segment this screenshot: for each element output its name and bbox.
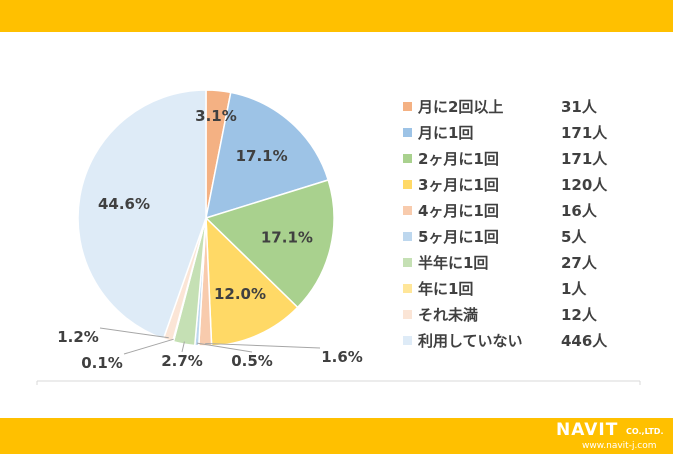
navit-logo: NAVIT CO.,LTD. www.navit-j.com <box>556 419 670 454</box>
legend-count: 27人 <box>561 253 597 272</box>
legend-swatch <box>403 101 412 111</box>
logo-text: NAVIT <box>556 420 619 440</box>
slice-label: 2.7% <box>161 352 203 370</box>
legend-swatch <box>403 153 412 163</box>
legend-item: 半年に1回 27人 <box>403 249 607 275</box>
legend-swatch <box>403 335 412 345</box>
legend-count: 120人 <box>561 175 608 194</box>
logo-suffix: CO.,LTD. <box>626 427 664 436</box>
bottom-banner <box>0 418 673 454</box>
pie-slice <box>205 216 299 347</box>
top-banner <box>0 0 673 32</box>
legend-label: 2ヶ月に1回 <box>418 149 499 168</box>
leader-line <box>181 341 185 353</box>
legend-count: 5人 <box>561 227 587 246</box>
legend-label: 年に1回 <box>418 279 474 298</box>
logo-url: www.navit-j.com <box>582 441 657 451</box>
legend-label: それ未満 <box>418 305 479 324</box>
legend-label: 半年に1回 <box>418 253 489 272</box>
legend-count: 12人 <box>561 305 597 324</box>
slice-label: 12.0% <box>214 285 266 303</box>
legend-count: 31人 <box>561 97 597 116</box>
legend-label: 月に1回 <box>418 123 474 142</box>
legend-label: 月に2回以上 <box>418 97 504 116</box>
legend-label: 3ヶ月に1回 <box>418 175 499 194</box>
pie-slice <box>204 179 335 309</box>
legend-swatch <box>403 309 412 319</box>
legend-swatch <box>403 127 412 137</box>
legend-item: 月に1回 171人 <box>403 119 607 145</box>
leader-line <box>196 342 253 353</box>
slice-label: 44.6% <box>98 195 150 213</box>
legend-label: 4ヶ月に1回 <box>418 201 499 220</box>
legend-count: 171人 <box>561 123 608 142</box>
legend-swatch <box>403 231 412 241</box>
leader-line <box>205 342 321 349</box>
pie-chart: 3.1% 17.1% 17.1% 12.0% 1.6% 0.5% 2.7% 0.1% 1.2% 4… <box>36 89 641 385</box>
legend-swatch <box>403 257 412 267</box>
pie-slice <box>205 91 330 220</box>
legend-swatch <box>403 283 412 293</box>
legend-count: 16人 <box>561 201 597 220</box>
legend-item: 2ヶ月に1回 171人 <box>403 145 607 171</box>
leader-line <box>123 338 174 355</box>
legend-swatch <box>403 205 412 215</box>
legend-count: 171人 <box>561 149 608 168</box>
legend-count: 446人 <box>561 331 608 350</box>
leader-line <box>99 327 169 339</box>
legend-item: それ未満 12人 <box>403 301 607 327</box>
slice-label: 1.6% <box>321 348 363 366</box>
slice-label: 17.1% <box>236 147 288 165</box>
legend: 月に2回以上 31人月に1回 171人 2ヶ月に1回 171人 3ヶ月に1回 120人 4ヶ月… <box>403 93 607 353</box>
legend-item: 月に2回以上 31人 <box>403 93 607 119</box>
slice-label: 1.2% <box>57 328 99 346</box>
pie-slice <box>77 89 207 340</box>
legend-label: 利用していない <box>418 331 523 350</box>
slice-label: 0.1% <box>81 354 123 372</box>
slice-label: 0.5% <box>231 352 273 370</box>
legend-item: 3ヶ月に1回 120人 <box>403 171 607 197</box>
slice-label: 17.1% <box>261 228 313 246</box>
slice-label: 3.1% <box>195 107 237 125</box>
legend-swatch <box>403 179 412 189</box>
legend-count: 1人 <box>561 279 587 298</box>
legend-item: 4ヶ月に1回 16人 <box>403 197 607 223</box>
legend-item: 利用していない 446人 <box>403 327 607 353</box>
legend-item: 年に1回 1人 <box>403 275 607 301</box>
legend-label: 5ヶ月に1回 <box>418 227 499 246</box>
legend-item: 5ヶ月に1回 5人 <box>403 223 607 249</box>
